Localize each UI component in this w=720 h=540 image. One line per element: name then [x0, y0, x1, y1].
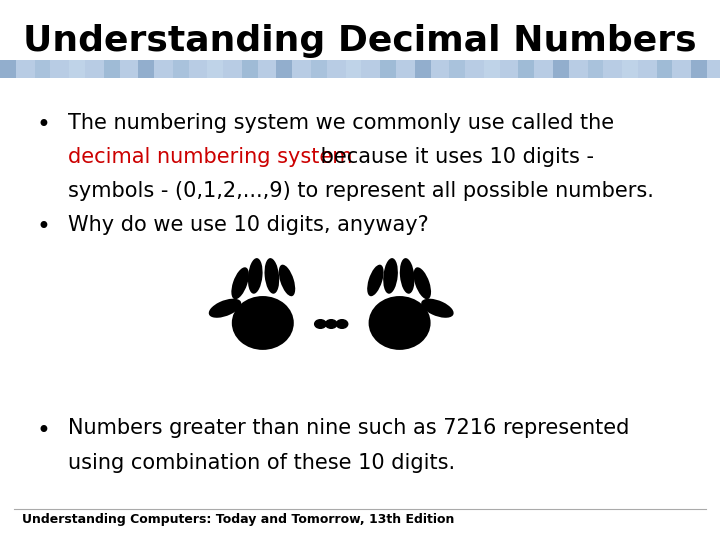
Text: using combination of these 10 digits.: using combination of these 10 digits. [68, 453, 456, 472]
Text: Understanding Decimal Numbers: Understanding Decimal Numbers [23, 24, 697, 57]
Bar [588, 60, 603, 78]
Bar [311, 60, 327, 78]
Bar [622, 60, 638, 78]
Ellipse shape [400, 258, 415, 294]
Ellipse shape [248, 258, 263, 294]
Text: •: • [36, 215, 50, 239]
Circle shape [315, 320, 326, 328]
Text: The numbering system we commonly use called the: The numbering system we commonly use cal… [68, 113, 615, 133]
Text: decimal numbering system: decimal numbering system [68, 147, 353, 167]
Bar [207, 60, 223, 78]
Text: •: • [36, 418, 50, 442]
Bar [35, 60, 50, 78]
Bar [104, 60, 120, 78]
Bar [380, 60, 396, 78]
Text: because it uses 10 digits -: because it uses 10 digits - [314, 147, 594, 167]
Ellipse shape [421, 299, 454, 318]
Ellipse shape [232, 296, 294, 350]
Bar [346, 60, 361, 78]
Bar [484, 60, 500, 78]
Bar [691, 60, 707, 78]
Ellipse shape [383, 258, 398, 294]
Bar [415, 60, 431, 78]
Ellipse shape [264, 258, 279, 294]
Text: Numbers greater than nine such as 7216 represented: Numbers greater than nine such as 7216 r… [68, 418, 630, 438]
Circle shape [325, 320, 337, 328]
Bar [553, 60, 569, 78]
Bar [449, 60, 465, 78]
Ellipse shape [209, 299, 241, 318]
Ellipse shape [231, 267, 249, 299]
Ellipse shape [369, 296, 431, 350]
Bar [0, 60, 16, 78]
Ellipse shape [367, 265, 384, 296]
Text: symbols - (0,1,2,...,9) to represent all possible numbers.: symbols - (0,1,2,...,9) to represent all… [68, 181, 654, 201]
Bar [173, 60, 189, 78]
Ellipse shape [413, 267, 431, 299]
Bar [242, 60, 258, 78]
Text: Why do we use 10 digits, anyway?: Why do we use 10 digits, anyway? [68, 215, 429, 235]
Text: •: • [36, 113, 50, 137]
Bar [0, 60, 720, 78]
Bar [138, 60, 154, 78]
Ellipse shape [279, 265, 295, 296]
Text: Understanding Computers: Today and Tomorrow, 13th Edition: Understanding Computers: Today and Tomor… [22, 513, 454, 526]
Circle shape [336, 320, 348, 328]
Bar [69, 60, 85, 78]
Bar [657, 60, 672, 78]
Bar [276, 60, 292, 78]
Bar [518, 60, 534, 78]
